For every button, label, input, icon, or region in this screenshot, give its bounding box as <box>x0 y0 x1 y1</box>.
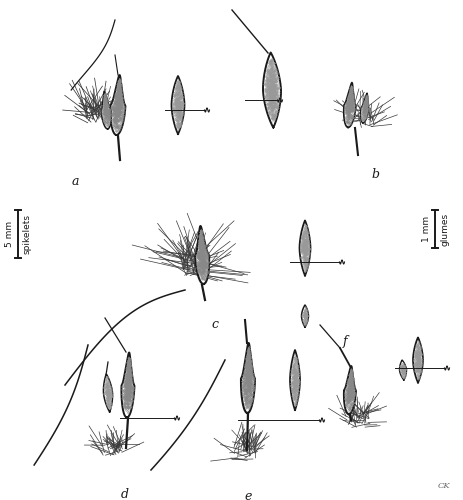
Text: c: c <box>212 318 219 331</box>
Polygon shape <box>195 226 209 284</box>
Text: CK: CK <box>438 482 450 490</box>
Polygon shape <box>300 220 311 276</box>
Polygon shape <box>121 352 134 418</box>
Polygon shape <box>344 366 356 414</box>
Polygon shape <box>361 93 369 123</box>
Polygon shape <box>241 343 255 413</box>
Text: 5 mm: 5 mm <box>5 221 14 247</box>
Text: 1 mm: 1 mm <box>422 216 431 242</box>
Text: f: f <box>343 335 347 348</box>
Text: b: b <box>371 168 379 181</box>
Text: a: a <box>71 175 79 188</box>
Polygon shape <box>171 76 184 134</box>
Polygon shape <box>400 360 407 380</box>
Polygon shape <box>110 75 125 135</box>
Text: spikelets: spikelets <box>23 214 32 254</box>
Polygon shape <box>263 52 281 128</box>
Text: d: d <box>121 488 129 500</box>
Text: glumes: glumes <box>440 212 449 246</box>
Text: e: e <box>244 490 252 500</box>
Polygon shape <box>344 82 356 128</box>
Polygon shape <box>413 338 423 382</box>
Polygon shape <box>103 374 113 412</box>
Polygon shape <box>301 305 308 327</box>
Polygon shape <box>101 91 111 129</box>
Polygon shape <box>290 350 300 410</box>
